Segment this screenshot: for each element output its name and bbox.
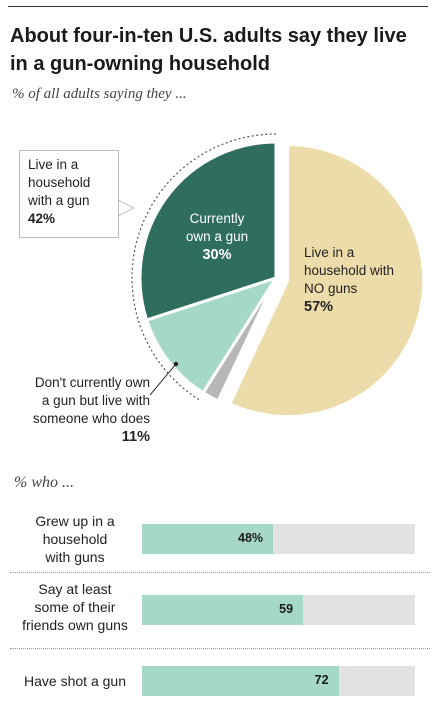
own-gun-label: Currently own a gun 30%	[176, 210, 258, 264]
own-gun-line-1: Currently	[189, 211, 245, 226]
live-with-line-2: a gun but live with	[41, 393, 150, 408]
bar-label-line: some of their	[34, 599, 116, 615]
pie-slice-no-answer	[201, 277, 278, 404]
no-guns-line-3: NO guns	[304, 281, 358, 296]
row-separator	[10, 572, 430, 573]
pie-slice-own-gun	[138, 140, 278, 322]
bar-track-shot: 72	[142, 666, 415, 696]
bar-label-line: Grew up in a	[35, 513, 115, 529]
gun-household-callout: Live in a household with a gun 42%	[19, 150, 119, 238]
bars-subtitle: % who ...	[14, 474, 74, 491]
callout-pointer	[117, 199, 136, 217]
live-with-leader-dot	[173, 361, 179, 367]
bar-track-grew-up: 48%	[142, 524, 415, 554]
bar-label-line: Have shot a gun	[24, 673, 126, 689]
bar-label-line: household	[42, 531, 108, 547]
bar-value-label: 72	[314, 673, 329, 687]
chart-title: About four-in-ten U.S. adults say they l…	[10, 25, 407, 75]
own-gun-line-2: own a gun	[185, 229, 249, 244]
callout-line-1: Live in a	[28, 157, 79, 172]
live-with-value: 11%	[121, 429, 150, 445]
live-with-leader-line	[149, 363, 177, 396]
pie-subtitle: % of all adults saying they ...	[12, 86, 187, 102]
live-with-line-1: Don't currently own	[34, 375, 150, 390]
callout-line-2: household	[28, 175, 91, 190]
bar-fill	[142, 666, 339, 696]
pie-slice-no-guns	[227, 143, 426, 419]
row-separator	[10, 648, 430, 649]
bar-label-grew-up: Grew up in a household with guns	[10, 512, 140, 566]
bar-label-line: friends own guns	[22, 617, 128, 633]
no-guns-line-2: household with	[304, 263, 395, 278]
live-with-owner-label: Don't currently own a gun but live with …	[10, 374, 150, 446]
gun-household-bracket-arc	[131, 133, 277, 401]
bar-label-line: Say at least	[38, 581, 112, 597]
own-gun-value: 30%	[202, 247, 232, 263]
no-guns-value: 57%	[304, 299, 334, 315]
bar-label-line: with guns	[45, 549, 105, 565]
bar-label-shot: Have shot a gun	[10, 672, 140, 690]
bar-fill	[142, 595, 304, 625]
bar-value-label: 48%	[238, 531, 264, 545]
callout-line-3: with a gun	[28, 193, 90, 208]
no-guns-line-1: Live in a	[304, 245, 355, 260]
top-rule	[8, 6, 428, 7]
bar-value-label: 59	[279, 602, 294, 616]
no-guns-label: Live in a household with NO guns 57%	[304, 244, 394, 316]
bar-track-friends: 59	[142, 595, 415, 625]
live-with-line-3: someone who does	[32, 411, 150, 426]
bar-label-friends: Say at least some of their friends own g…	[10, 580, 140, 634]
bar-fill	[142, 524, 274, 554]
pie-slice-live-with-owner	[144, 275, 280, 395]
callout-value: 42%	[28, 211, 56, 226]
